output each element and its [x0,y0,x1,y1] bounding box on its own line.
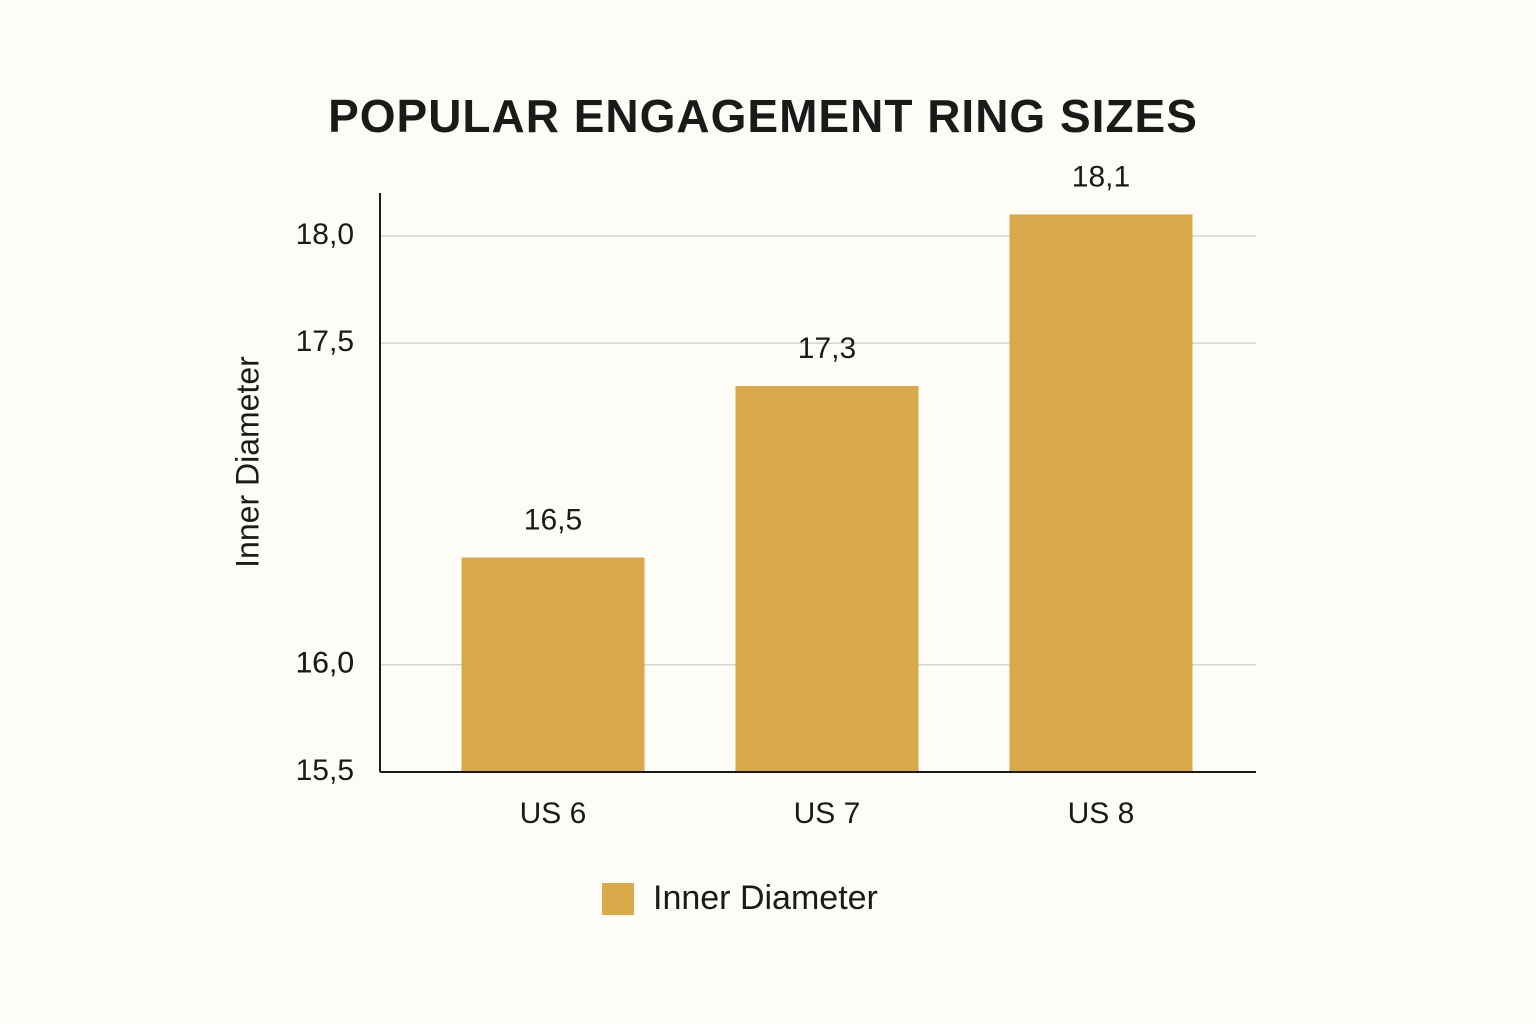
data-label: 16,5 [524,503,582,536]
y-tick-label: 16,0 [296,647,354,680]
y-tick-label: 18,0 [296,218,354,251]
x-tick-label: US 8 [1068,797,1135,830]
y-tick-label: 17,5 [296,325,354,358]
y-axis-title: Inner Diameter [229,356,265,568]
bar [735,386,919,772]
x-tick-label: US 6 [520,797,587,830]
y-tick-label: 16,0 [296,647,354,680]
y-tick-label: 15,5 [296,754,354,787]
bar [461,557,645,772]
x-tick-label: US 7 [794,797,861,830]
legend-label: Inner Diameter [653,879,878,917]
legend-swatch [602,883,634,915]
chart-title: POPULAR ENGAGEMENT RING SIZES [328,90,1198,142]
data-label: 17,3 [798,332,856,365]
data-label: 18,1 [1072,160,1130,193]
bar [1009,214,1193,772]
